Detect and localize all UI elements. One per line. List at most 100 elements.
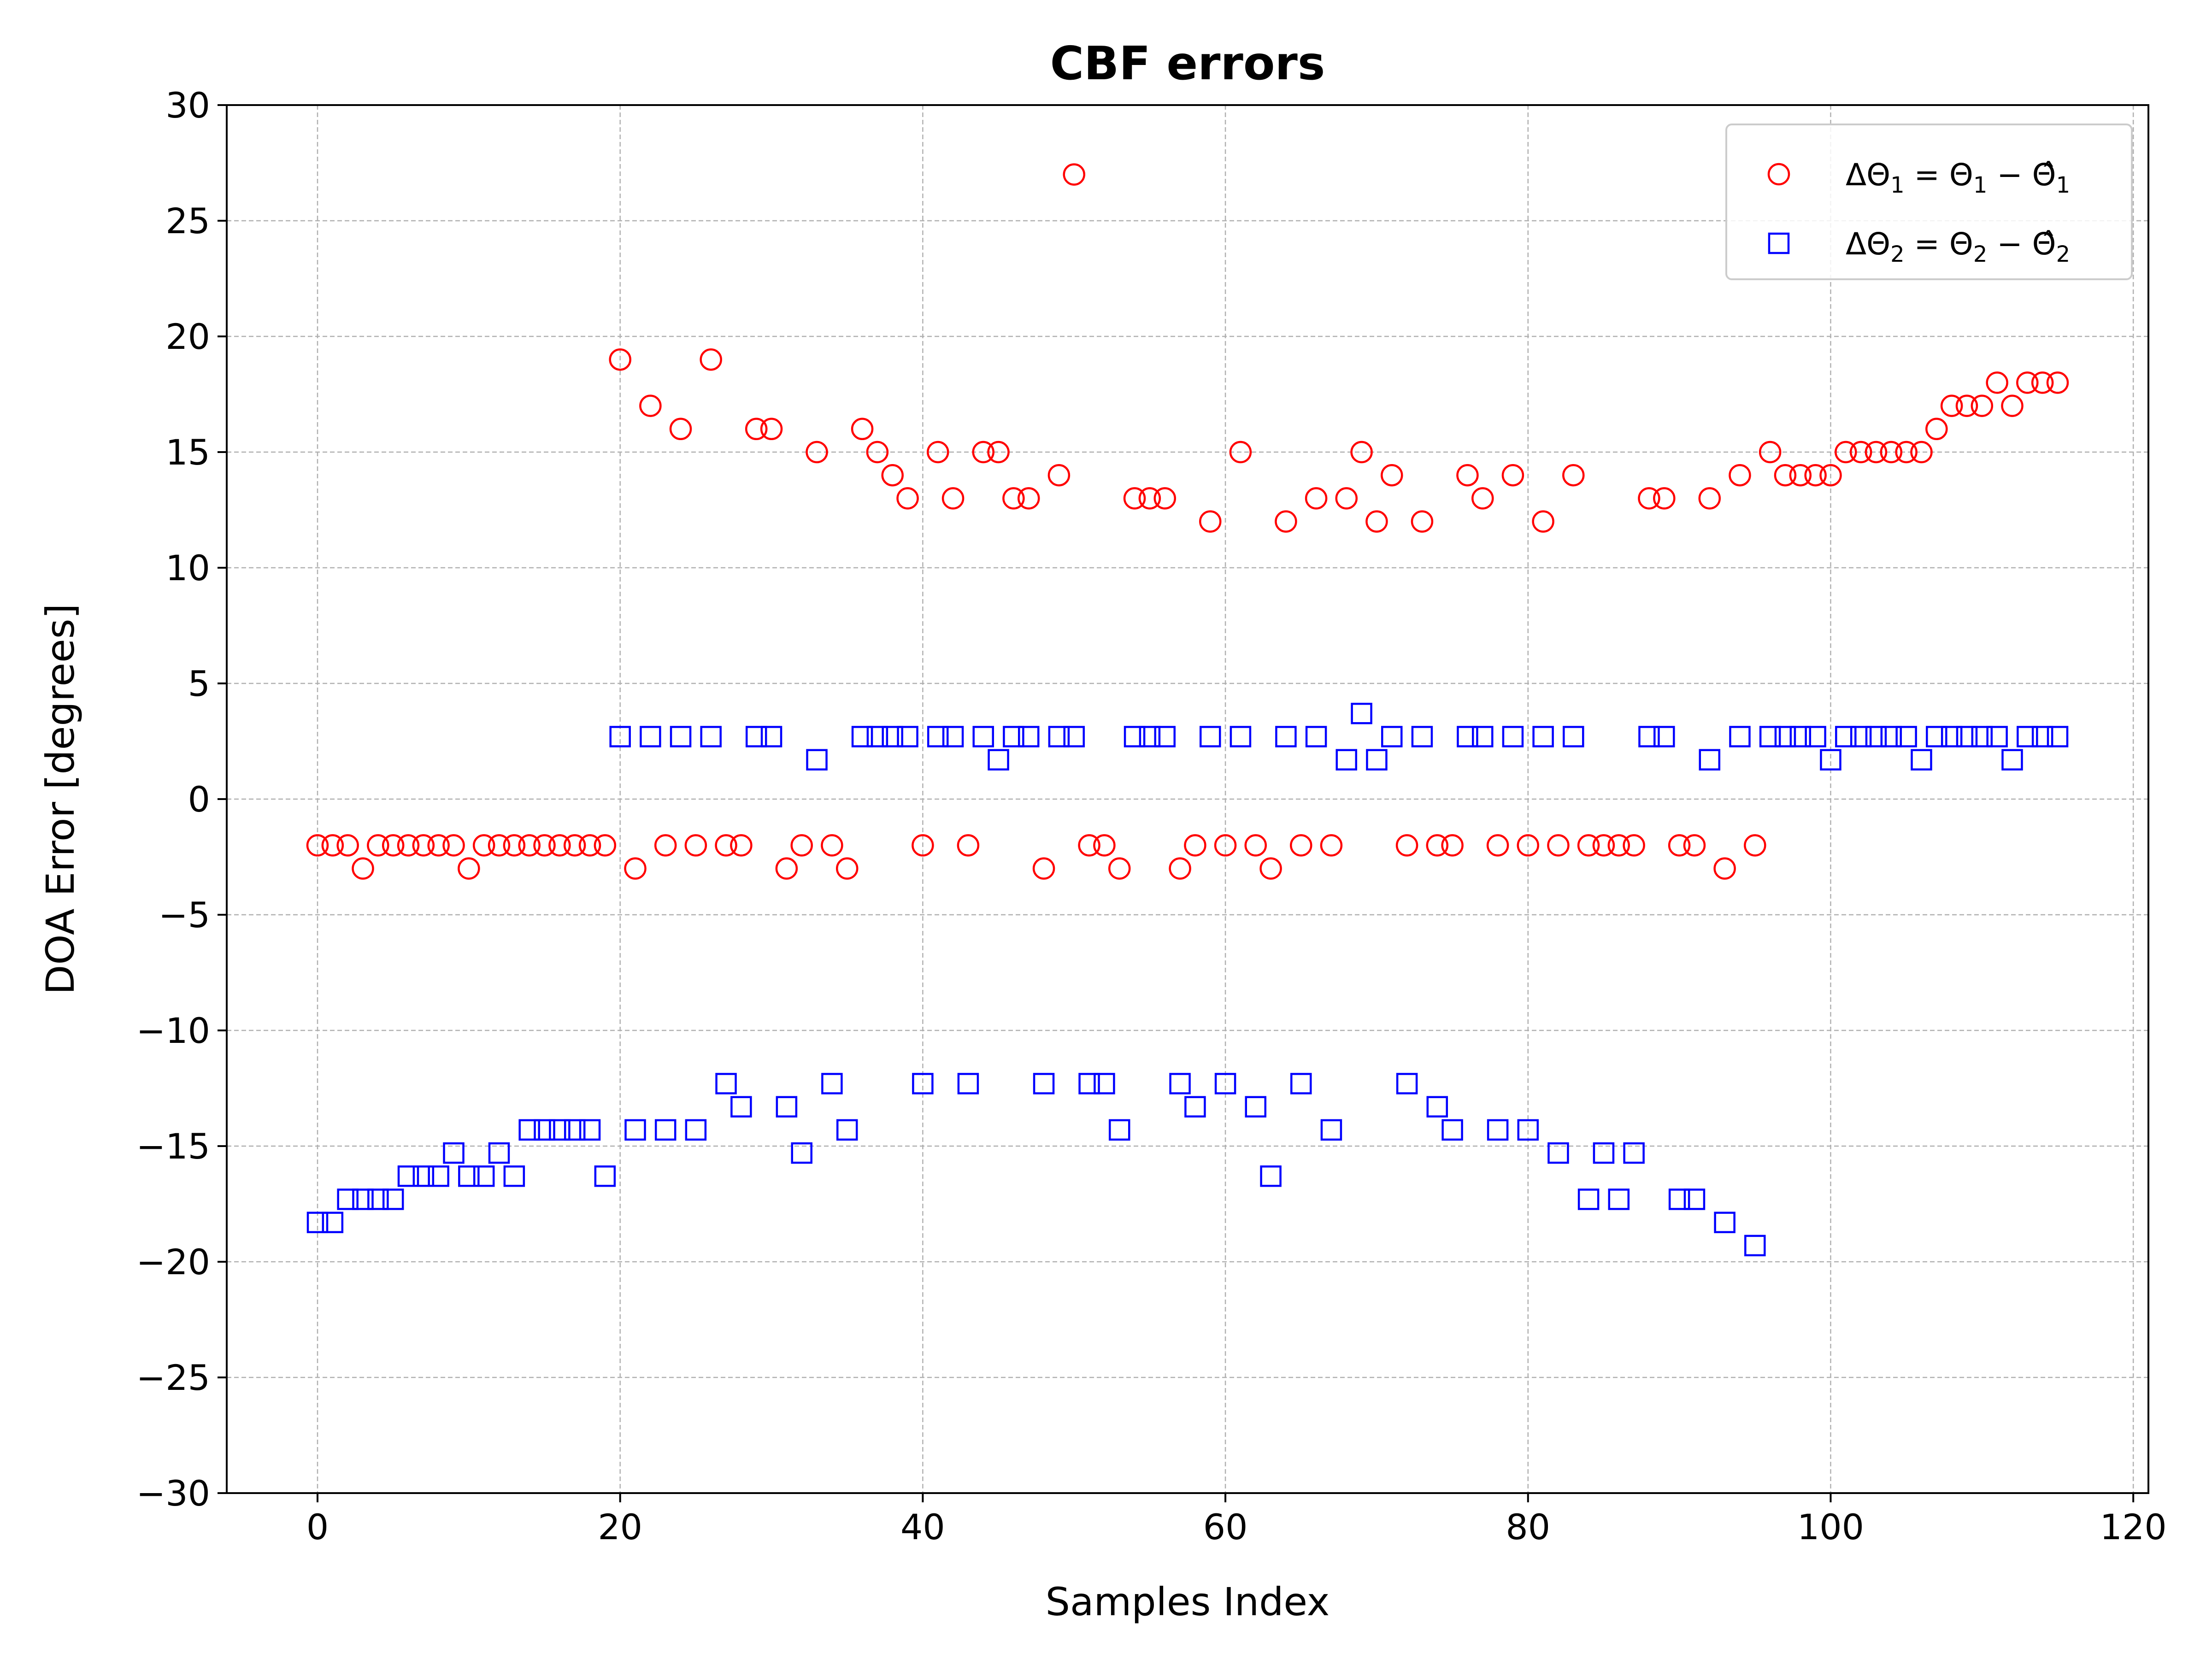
data-point xyxy=(851,418,874,441)
data-point xyxy=(1819,464,1842,487)
data-point xyxy=(1124,726,1146,747)
data-point xyxy=(563,834,586,857)
data-point xyxy=(1820,749,1841,771)
data-point xyxy=(1941,726,1963,747)
x-tick-label: 20 xyxy=(598,1506,642,1547)
data-point xyxy=(821,1073,843,1094)
data-point xyxy=(1925,418,1948,441)
data-point xyxy=(1138,487,1161,510)
legend-box xyxy=(1725,124,2133,280)
data-point xyxy=(1486,834,1509,857)
data-point xyxy=(1759,726,1781,747)
data-point xyxy=(352,1188,374,1210)
data-point xyxy=(927,726,949,747)
data-point xyxy=(1562,464,1585,487)
data-point xyxy=(972,726,994,747)
data-point xyxy=(1350,441,1373,464)
data-point xyxy=(1774,464,1797,487)
data-point xyxy=(367,834,389,857)
data-point xyxy=(1017,487,1040,510)
data-point xyxy=(957,834,980,857)
legend-label-2: ΔΘ2 = Θ2 − Θ̂2 xyxy=(1846,226,2070,267)
legend-part-minus: − Θ̂ xyxy=(1987,157,2056,193)
data-point xyxy=(715,834,737,857)
data-point xyxy=(1789,726,1812,747)
data-point xyxy=(1835,726,1857,747)
y-tick-label: 30 xyxy=(165,85,210,126)
x-tick-label: 120 xyxy=(2100,1506,2167,1547)
data-point xyxy=(1335,749,1358,771)
data-point xyxy=(473,1165,495,1187)
data-point xyxy=(654,1119,677,1141)
data-point xyxy=(897,726,918,747)
data-point xyxy=(1032,857,1055,880)
series-1 xyxy=(306,163,2069,880)
data-point xyxy=(2046,371,2069,394)
data-point xyxy=(1441,834,1464,857)
data-point xyxy=(1018,726,1040,747)
data-point xyxy=(1729,464,1751,487)
legend-part-main: ΔΘ xyxy=(1846,226,1890,262)
data-point xyxy=(836,1119,858,1141)
data-point xyxy=(866,441,889,464)
data-point xyxy=(1577,1188,1600,1210)
data-point xyxy=(427,834,450,857)
data-point xyxy=(1426,1096,1448,1118)
data-point xyxy=(941,487,965,510)
data-point xyxy=(412,834,435,857)
data-point xyxy=(1214,834,1237,857)
data-point xyxy=(2031,371,2054,394)
data-point xyxy=(352,857,374,880)
data-point xyxy=(488,1142,510,1164)
data-point xyxy=(1320,1119,1342,1141)
data-point xyxy=(1895,441,1918,464)
y-tick-label: 25 xyxy=(165,200,210,241)
data-point xyxy=(472,834,495,857)
data-point xyxy=(669,418,692,441)
x-tick-label: 60 xyxy=(1203,1506,1248,1547)
y-tick-label: −15 xyxy=(136,1126,210,1167)
data-point xyxy=(2001,749,2023,771)
y-tick-label: 15 xyxy=(165,432,210,473)
data-point xyxy=(730,834,753,857)
data-point xyxy=(1169,1073,1191,1094)
data-point xyxy=(1638,726,1660,747)
data-point xyxy=(1199,510,1222,533)
data-point xyxy=(1517,834,1540,857)
data-point xyxy=(1471,487,1494,510)
data-point xyxy=(1381,464,1403,487)
data-point xyxy=(1986,726,2008,747)
data-point xyxy=(1805,726,1826,747)
data-point xyxy=(700,726,722,747)
data-point xyxy=(912,1073,934,1094)
data-point xyxy=(1305,726,1327,747)
legend-marker-circle xyxy=(1767,163,1790,186)
data-point xyxy=(306,834,329,857)
data-point xyxy=(1926,726,1947,747)
data-point xyxy=(1547,834,1570,857)
legend-part-main: ΔΘ xyxy=(1846,157,1890,193)
data-point xyxy=(1003,726,1024,747)
legend-part-minus: − Θ̂ xyxy=(1987,226,2056,262)
data-point xyxy=(639,394,662,417)
y-axis-label: DOA Error [degrees] xyxy=(38,604,83,995)
data-point xyxy=(1638,487,1660,510)
data-point xyxy=(1759,441,1782,464)
data-point xyxy=(1850,726,1872,747)
data-point xyxy=(1245,1096,1267,1118)
data-point xyxy=(336,834,359,857)
data-point xyxy=(866,726,888,747)
data-point xyxy=(1093,834,1116,857)
data-point xyxy=(700,348,722,371)
data-point xyxy=(548,834,571,857)
data-point xyxy=(972,441,994,464)
data-point xyxy=(609,348,631,371)
data-point xyxy=(2031,726,2053,747)
data-point xyxy=(1047,464,1071,487)
series-2 xyxy=(306,703,2069,1257)
data-point xyxy=(1532,726,1554,747)
data-point xyxy=(1835,441,1857,464)
data-point xyxy=(1244,834,1267,857)
data-point xyxy=(1396,1073,1418,1094)
